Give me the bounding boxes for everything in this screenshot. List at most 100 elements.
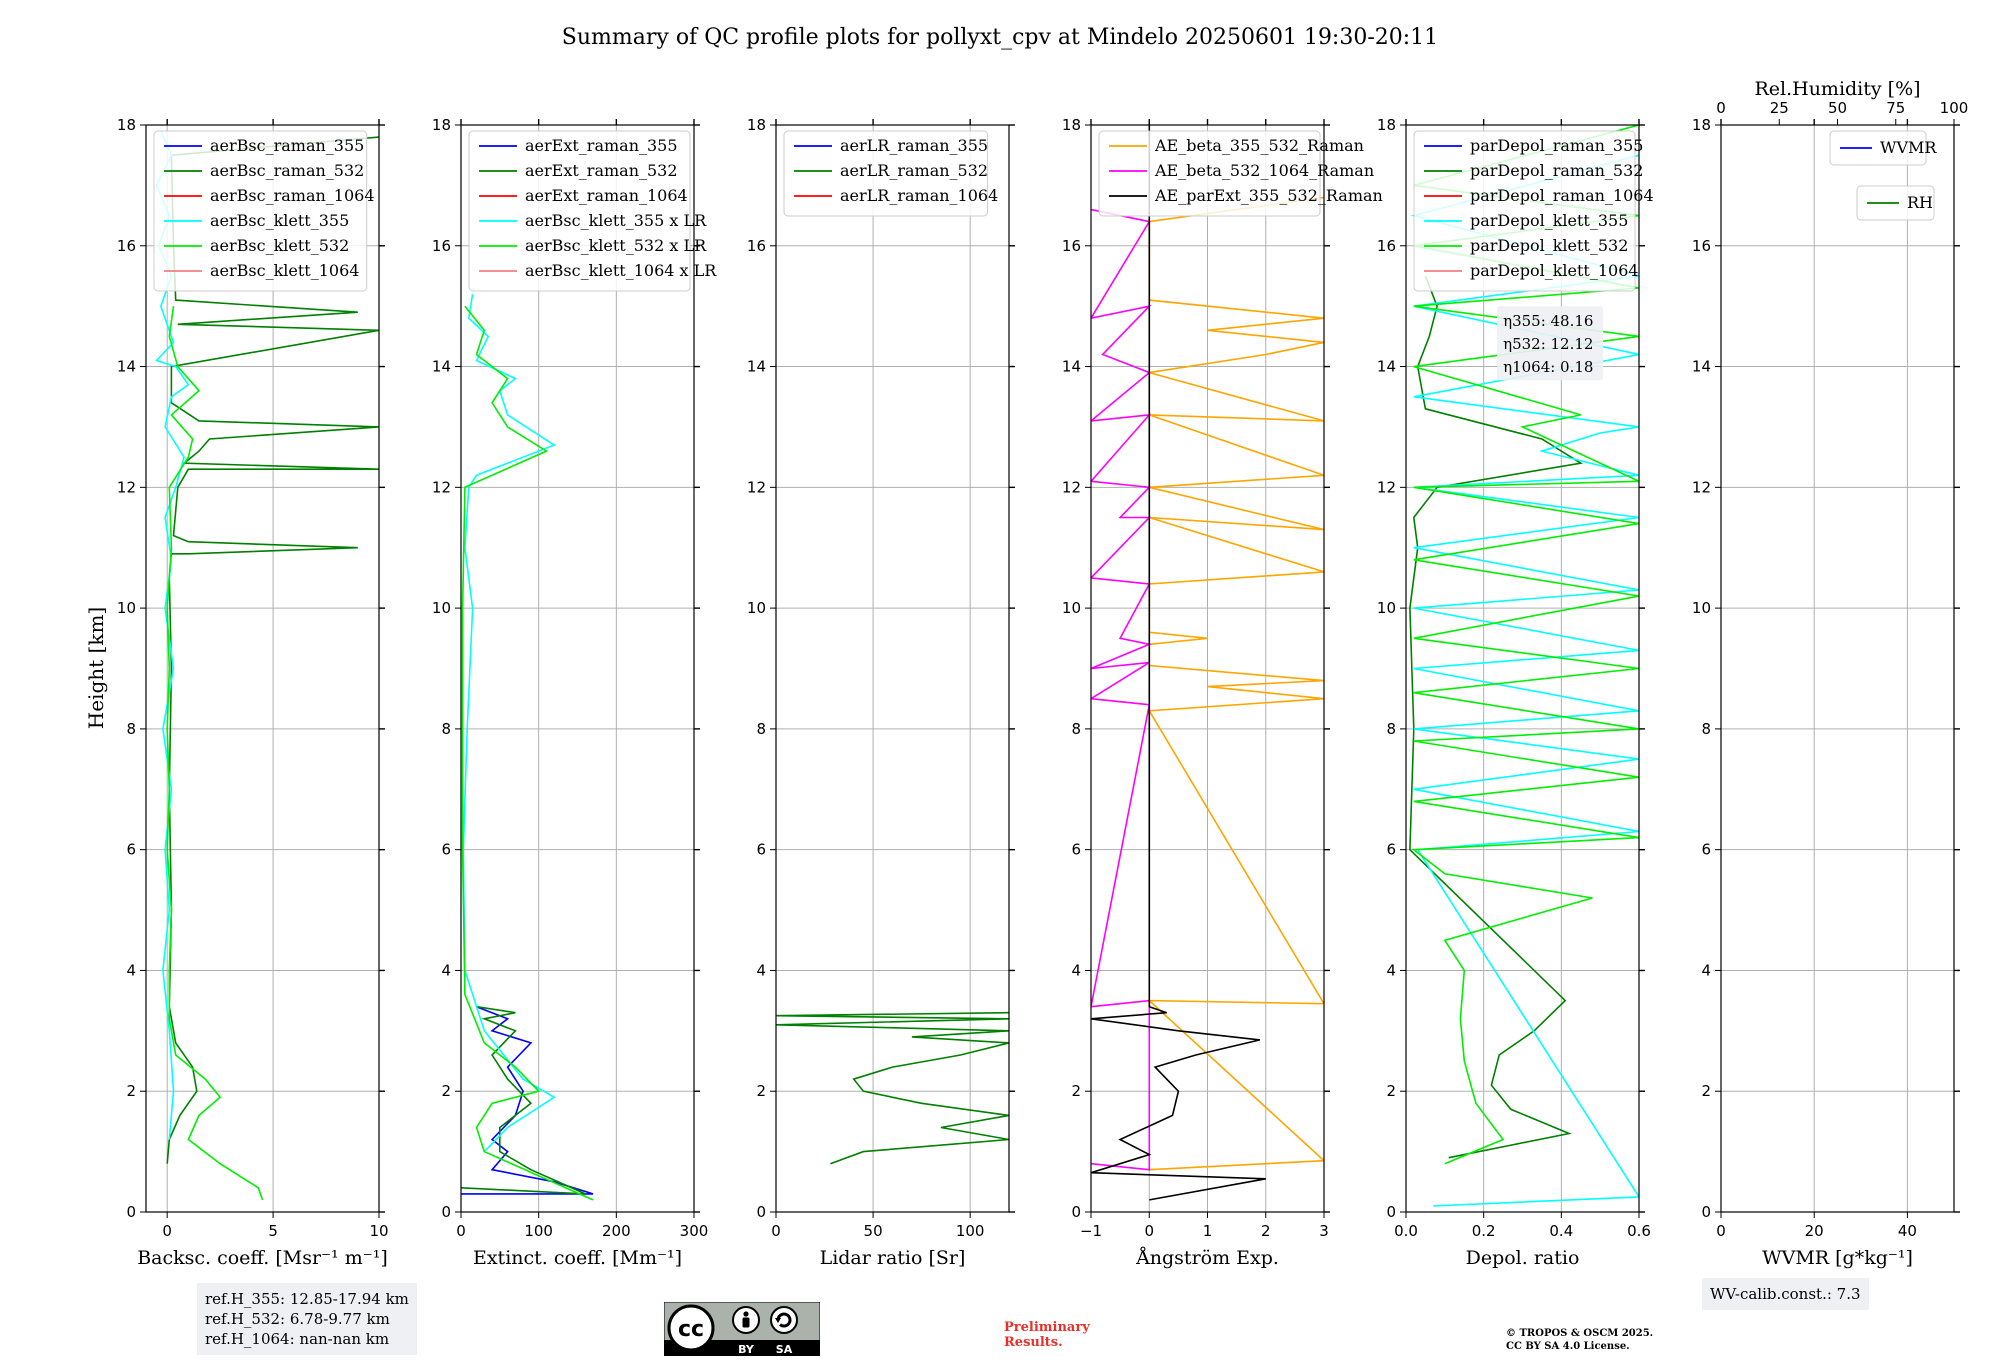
y-tick-label: 2 [126, 1082, 136, 1100]
y-tick-label: 0 [1071, 1203, 1081, 1221]
legend-label: AE_beta_532_1064_Raman [1154, 161, 1374, 180]
license-by-text: BY [738, 1343, 755, 1356]
y-tick-label: 14 [117, 358, 136, 376]
x-tick-label: 0.6 [1627, 1222, 1651, 1240]
legend-label: aerLR_raman_1064 [840, 186, 998, 205]
y-tick-label: 6 [1071, 841, 1081, 859]
legend-label: AE_beta_355_532_Raman [1154, 136, 1364, 155]
top-x-tick-label: 25 [1770, 99, 1789, 117]
x-tick-label: 0.4 [1549, 1222, 1573, 1240]
y-tick-label: 12 [117, 478, 136, 496]
axes-frame [460, 124, 695, 1213]
copyright-line-1: © TROPOS & OSCM 2025. [1506, 1328, 1654, 1339]
legend-label: parDepol_raman_532 [1470, 161, 1643, 180]
legend-label: WVMR [1880, 138, 1937, 157]
y-tick-label: 12 [432, 478, 451, 496]
x-tick-label: 0 [456, 1222, 466, 1240]
x-tick-label: 10 [369, 1222, 388, 1240]
y-tick-label: 18 [1377, 116, 1396, 134]
y-tick-label: 18 [1692, 116, 1711, 134]
axes-frame [775, 124, 1010, 1213]
y-tick-label: 2 [1071, 1082, 1081, 1100]
legend-box [468, 130, 691, 292]
y-tick-label: 8 [756, 720, 766, 738]
series-group [1091, 125, 1324, 1201]
series-line-aerBsc_klett_532 x LR [461, 305, 594, 1201]
series-line-parDepol_klett_355 [1410, 154, 1639, 1207]
calibration-box [1497, 306, 1604, 381]
legend-label: AE_parExt_355_532_Raman [1154, 186, 1383, 205]
x-tick-label: 0.2 [1472, 1222, 1496, 1240]
y-tick-label: 0 [1701, 1203, 1711, 1221]
y-tick-label: 6 [441, 841, 451, 859]
x-tick-label: 200 [602, 1222, 631, 1240]
y-tick-label: 16 [432, 237, 451, 255]
legend-label: aerBsc_raman_355 [210, 136, 364, 155]
ref-height-1064: ref.H_1064: nan-nan km [205, 1330, 390, 1348]
series-line-aerLR_raman_532 [776, 1011, 1009, 1165]
reference-heights-box: ref.H_355: 12.85-17.94 km ref.H_532: 6.7… [197, 1283, 417, 1355]
y-tick-label: 0 [756, 1203, 766, 1221]
y-tick-label: 4 [1071, 961, 1081, 979]
y-tick-label: 6 [1701, 841, 1711, 859]
x-axis-label: Backsc. coeff. [Msr⁻¹ m⁻¹] [137, 1247, 388, 1269]
legend-box [153, 130, 368, 292]
legend-label: aerLR_raman_355 [840, 136, 988, 155]
x-tick-label: 5 [268, 1222, 278, 1240]
legend-label: parDepol_klett_532 [1470, 236, 1628, 255]
legend-label: aerBsc_klett_532 [210, 236, 349, 255]
calibration-constant: η532: 12.12 [1503, 335, 1593, 353]
x-tick-label: 3 [1319, 1222, 1329, 1240]
legend-label: aerBsc_raman_532 [210, 161, 364, 180]
x-tick-label: 300 [680, 1222, 709, 1240]
legend-box [1098, 130, 1321, 217]
x-tick-label: 20 [1805, 1222, 1824, 1240]
y-tick-label: 12 [1692, 478, 1711, 496]
legend-label: aerExt_raman_355 [525, 136, 678, 155]
series-group [776, 1011, 1009, 1165]
series-line-AE_beta_355_532_Raman [1147, 196, 1324, 1171]
top-x-tick-label: 50 [1828, 99, 1847, 117]
y-tick-label: 0 [126, 1203, 136, 1221]
y-tick-label: 0 [441, 1203, 451, 1221]
figure-title: Summary of QC profile plots for pollyxt_… [562, 25, 1438, 50]
legend-label: aerBsc_klett_355 x LR [525, 211, 707, 230]
y-tick-label: 16 [1692, 237, 1711, 255]
legend-label: aerBsc_raman_1064 [210, 186, 375, 205]
x-axis-label: Extinct. coeff. [Mm⁻¹] [473, 1247, 682, 1269]
y-tick-label: 6 [756, 841, 766, 859]
y-tick-label: 6 [1386, 841, 1396, 859]
copyright-note: © TROPOS & OSCM 2025. CC BY SA 4.0 Licen… [1506, 1327, 1653, 1353]
y-tick-label: 4 [441, 961, 451, 979]
y-tick-label: 2 [756, 1082, 766, 1100]
y-tick-label: 2 [1386, 1082, 1396, 1100]
copyright-line-2: CC BY SA 4.0 License. [1506, 1341, 1630, 1352]
y-tick-label: 10 [1377, 599, 1396, 617]
y-tick-label: 16 [117, 237, 136, 255]
y-tick-label: 16 [1062, 237, 1081, 255]
series-line-AE_parExt_355_532_Raman [1091, 125, 1266, 1201]
ref-height-355: ref.H_355: 12.85-17.94 km [205, 1290, 409, 1308]
legend-label: aerLR_raman_532 [840, 161, 988, 180]
y-tick-label: 10 [117, 599, 136, 617]
y-tick-label: 8 [1386, 720, 1396, 738]
y-tick-label: 14 [1692, 358, 1711, 376]
legend-label: aerBsc_klett_1064 x LR [525, 261, 717, 280]
y-tick-label: 10 [747, 599, 766, 617]
y-tick-label: 4 [1386, 961, 1396, 979]
legend-box [783, 130, 989, 217]
top-x-tick-label: 0 [1716, 99, 1726, 117]
y-tick-label: 2 [1701, 1082, 1711, 1100]
y-tick-label: 12 [747, 478, 766, 496]
x-tick-label: 0 [771, 1222, 781, 1240]
y-tick-label: 6 [126, 841, 136, 859]
share-alike-icon [770, 1306, 798, 1334]
x-tick-label: 0 [1716, 1222, 1726, 1240]
legend-box [1413, 130, 1636, 292]
x-tick-label: −1 [1080, 1222, 1102, 1240]
legend-label: parDepol_klett_355 [1470, 211, 1628, 230]
y-tick-label: 14 [747, 358, 766, 376]
series-line-aerExt_raman_532 [461, 1005, 586, 1195]
panel-wv: 0 2 4 6 8 10 12 14 16 18 0 20 40 WVMR [g*kg⁻¹] 0 25 50 75… [1692, 78, 1968, 1269]
x-tick-label: 50 [864, 1222, 883, 1240]
